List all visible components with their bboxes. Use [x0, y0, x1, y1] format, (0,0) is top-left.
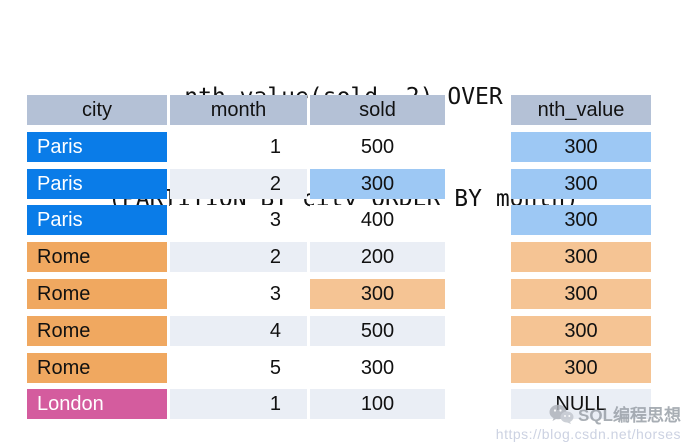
city-cell: Paris	[27, 131, 167, 162]
data-table: city month sold nth_value Paris 1 500 30…	[0, 95, 687, 420]
nth-value-cell: 300	[511, 168, 651, 199]
sold-cell: 100	[310, 389, 445, 420]
nth-value-cell: 300	[511, 352, 651, 383]
month-cell: 2	[170, 242, 307, 273]
table-row: Paris 2 300 300	[27, 168, 687, 199]
city-cell: London	[27, 389, 167, 420]
city-cell: Rome	[27, 352, 167, 383]
table-row: Rome 4 500 300	[27, 315, 687, 346]
table-header-row: city month sold nth_value	[27, 95, 687, 125]
nth-value-cell: NULL	[511, 389, 651, 420]
city-cell: Rome	[27, 315, 167, 346]
table-row: London 1 100 NULL	[27, 389, 687, 420]
nth-value-cell: 300	[511, 205, 651, 236]
month-cell: 5	[170, 352, 307, 383]
table-row: Rome 5 300 300	[27, 352, 687, 383]
table-row: Paris 3 400 300	[27, 205, 687, 236]
sold-cell: 400	[310, 205, 445, 236]
watermark-url: https://blog.csdn.net/horses	[495, 426, 681, 442]
nth-value-cell: 300	[511, 131, 651, 162]
city-cell: Paris	[27, 205, 167, 236]
month-cell: 1	[170, 389, 307, 420]
table-row: Paris 1 500 300	[27, 131, 687, 162]
sold-cell: 300	[310, 168, 445, 199]
header-city: city	[27, 95, 167, 125]
month-cell: 1	[170, 131, 307, 162]
city-cell: Rome	[27, 242, 167, 273]
month-cell: 3	[170, 278, 307, 309]
city-cell: Rome	[27, 278, 167, 309]
sold-cell: 200	[310, 242, 445, 273]
sold-cell: 300	[310, 352, 445, 383]
city-cell: Paris	[27, 168, 167, 199]
sold-cell: 300	[310, 278, 445, 309]
header-sold: sold	[310, 95, 445, 125]
header-nth-value: nth_value	[511, 95, 651, 125]
nth-value-cell: 300	[511, 315, 651, 346]
table-row: Rome 2 200 300	[27, 242, 687, 273]
month-cell: 3	[170, 205, 307, 236]
sold-cell: 500	[310, 315, 445, 346]
nth-value-cell: 300	[511, 242, 651, 273]
sold-cell: 500	[310, 131, 445, 162]
month-cell: 2	[170, 168, 307, 199]
header-month: month	[170, 95, 307, 125]
month-cell: 4	[170, 315, 307, 346]
table-row: Rome 3 300 300	[27, 278, 687, 309]
nth-value-cell: 300	[511, 278, 651, 309]
